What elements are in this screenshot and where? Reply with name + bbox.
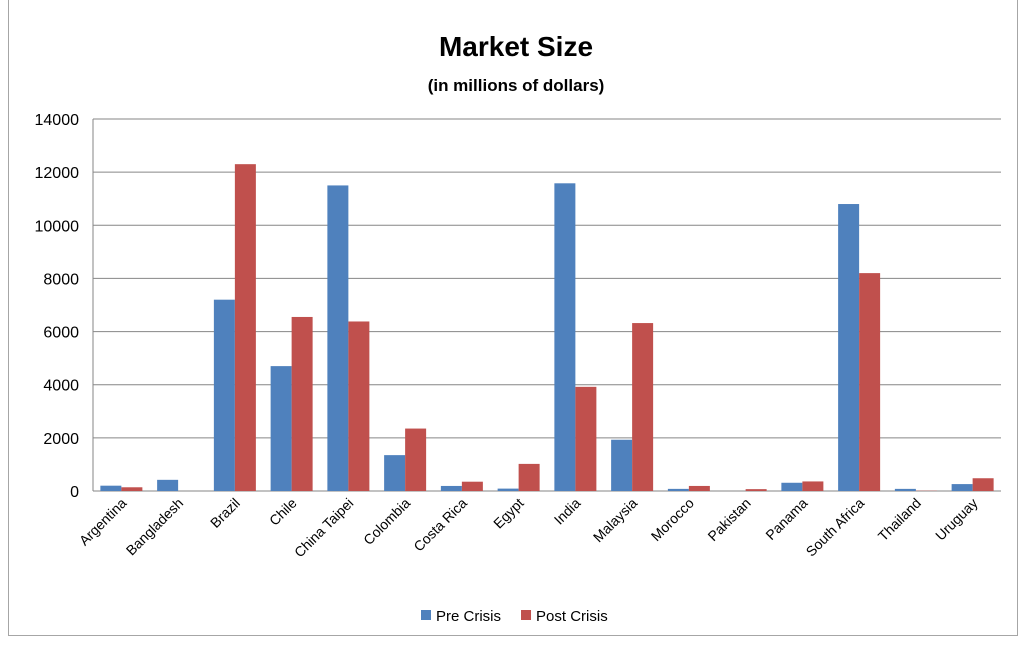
x-category-label: Argentina <box>76 495 130 549</box>
bar-post-crisis <box>745 489 767 491</box>
bar-pre-crisis <box>100 485 122 491</box>
bar-pre-crisis <box>894 488 916 491</box>
legend-swatch <box>521 610 532 620</box>
y-tick-label: 8000 <box>43 271 79 288</box>
bar-pre-crisis <box>667 488 689 491</box>
x-category-label: Chile <box>266 495 300 529</box>
bars <box>100 164 994 491</box>
bar-chart: Market Size (in millions of dollars) 0 20… <box>35 31 1001 625</box>
x-category-label: India <box>551 495 584 528</box>
x-category-label: China Taipei <box>291 495 357 561</box>
bar-pre-crisis <box>838 204 860 491</box>
bar-pre-crisis <box>951 484 973 491</box>
chart-title: Market Size <box>439 31 593 62</box>
bar-pre-crisis <box>554 183 576 491</box>
y-tick-label: 2000 <box>43 431 79 448</box>
x-category-label: Thailand <box>875 495 924 544</box>
y-tick-label: 12000 <box>35 165 80 182</box>
bar-pre-crisis <box>781 482 803 491</box>
bar-post-crisis <box>518 463 540 491</box>
x-category-label: Egypt <box>490 495 527 532</box>
x-category-label: Morocco <box>648 495 697 544</box>
bar-post-crisis <box>688 485 710 491</box>
bar-pre-crisis <box>213 299 235 491</box>
x-category-label: Costa Rica <box>410 495 470 555</box>
bar-post-crisis <box>405 428 427 491</box>
legend-label: Post Crisis <box>536 608 608 625</box>
chart-area: Market Size (in millions of dollars) 0 20… <box>8 0 1018 636</box>
x-category-label: Uruguay <box>932 495 981 544</box>
bar-post-crisis <box>802 481 824 491</box>
y-tick-label: 10000 <box>35 218 80 235</box>
bar-pre-crisis <box>611 439 633 491</box>
bar-post-crisis <box>859 273 881 491</box>
x-category-label: Pakistan <box>704 495 753 544</box>
bar-pre-crisis <box>157 479 179 491</box>
y-axis-ticks: 0 2000 4000 6000 8000 10000 12000 14000 <box>35 112 80 501</box>
x-category-label: Malaysia <box>590 495 641 546</box>
x-category-label: Colombia <box>360 495 413 548</box>
bar-pre-crisis <box>497 488 519 491</box>
legend: Pre Crisis Post Crisis <box>421 608 608 625</box>
bar-post-crisis <box>234 164 256 491</box>
bar-post-crisis <box>348 321 370 491</box>
y-tick-label: 4000 <box>43 378 79 395</box>
bar-pre-crisis <box>270 366 292 491</box>
bar-post-crisis <box>291 316 313 491</box>
bar-pre-crisis <box>440 485 462 491</box>
x-category-label: South Africa <box>803 495 868 560</box>
bar-pre-crisis <box>327 185 349 491</box>
x-category-label: Bangladesh <box>123 495 187 559</box>
y-tick-label: 6000 <box>43 325 79 342</box>
bar-post-crisis <box>461 481 483 491</box>
chart-subtitle: (in millions of dollars) <box>428 76 605 95</box>
bar-post-crisis <box>575 386 597 491</box>
y-tick-label: 0 <box>70 484 79 501</box>
bar-pre-crisis <box>384 455 406 491</box>
legend-label: Pre Crisis <box>436 608 501 625</box>
y-tick-label: 14000 <box>35 112 80 129</box>
x-category-label: Brazil <box>207 495 243 531</box>
bar-post-crisis <box>972 478 994 491</box>
legend-swatch <box>421 610 431 620</box>
x-category-label: Panama <box>762 495 810 543</box>
bar-post-crisis <box>632 323 654 491</box>
bar-post-crisis <box>121 487 143 491</box>
